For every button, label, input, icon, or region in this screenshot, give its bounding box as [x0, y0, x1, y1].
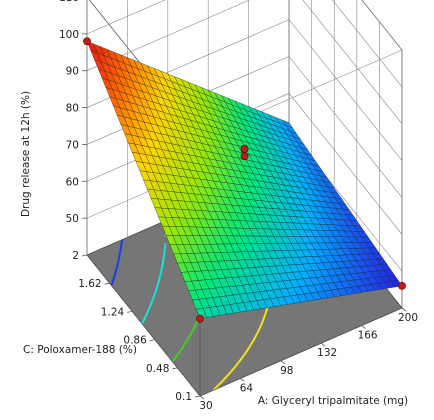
x-tick-mark: [320, 342, 326, 347]
y-tick-mark: [149, 339, 155, 341]
design-point: [240, 152, 249, 161]
y-tick-mark: [104, 282, 110, 285]
design-point: [196, 314, 204, 323]
z-tick-label: 60: [66, 176, 79, 188]
design-points: [83, 37, 406, 323]
x-tick-mark: [199, 395, 205, 400]
y-tick-mark: [194, 395, 201, 398]
y-tick-mark: [172, 367, 178, 370]
z-axis-title: Drug release at 12h (%): [20, 91, 32, 217]
tick-labels: 30 64 98 132 166 200 0.1 0.48 0.86 1.24 1.62 2 50 60 7…: [59, 0, 418, 412]
y-tick-label: 0.1: [175, 391, 192, 403]
x-tick-mark: [240, 378, 245, 382]
y-tick-mark: [81, 254, 88, 257]
z-tick-label: 50: [66, 213, 79, 225]
floor-front-edge: [86, 254, 201, 397]
z-tick-label: 80: [66, 103, 79, 115]
y-axis-title: C: Poloxamer-188 (%): [23, 344, 137, 356]
x-tick-mark: [361, 325, 366, 329]
z-tick-label: 110: [59, 0, 79, 4]
y-tick-label: 2: [72, 250, 79, 262]
z-tick-label: 90: [66, 66, 79, 78]
design-point: [240, 144, 249, 153]
x-tick-label: 132: [317, 347, 337, 359]
z-gridline: [361, 0, 403, 51]
y-tick-label: 0.48: [146, 363, 169, 375]
x-tick-label: 200: [398, 312, 418, 324]
y-tick-label: 1.24: [101, 306, 125, 318]
y-tick-label: 0.86: [123, 335, 147, 347]
z-tick-label: 100: [59, 29, 79, 41]
y-tick-label: 1.62: [78, 278, 101, 290]
design-point: [83, 37, 91, 46]
front-edges: [86, 254, 403, 397]
response-surface: [86, 40, 403, 319]
floor-front-edge: [199, 307, 403, 397]
x-tick-mark: [280, 360, 286, 365]
x-tick-mark: [401, 307, 407, 312]
y-tick-mark: [127, 311, 133, 313]
x-tick-label: 98: [280, 365, 293, 377]
x-tick-label: 30: [199, 400, 212, 412]
z-gridline: [86, 0, 403, 124]
z-tick-label: 70: [66, 139, 79, 151]
design-point: [398, 281, 406, 290]
z-gridline: [86, 0, 403, 88]
x-tick-label: 64: [240, 382, 254, 394]
contour-90: [110, 239, 124, 286]
x-axis-title: A: Glyceryl tripalmitate (mg): [258, 395, 408, 407]
x-tick-label: 166: [358, 330, 378, 342]
